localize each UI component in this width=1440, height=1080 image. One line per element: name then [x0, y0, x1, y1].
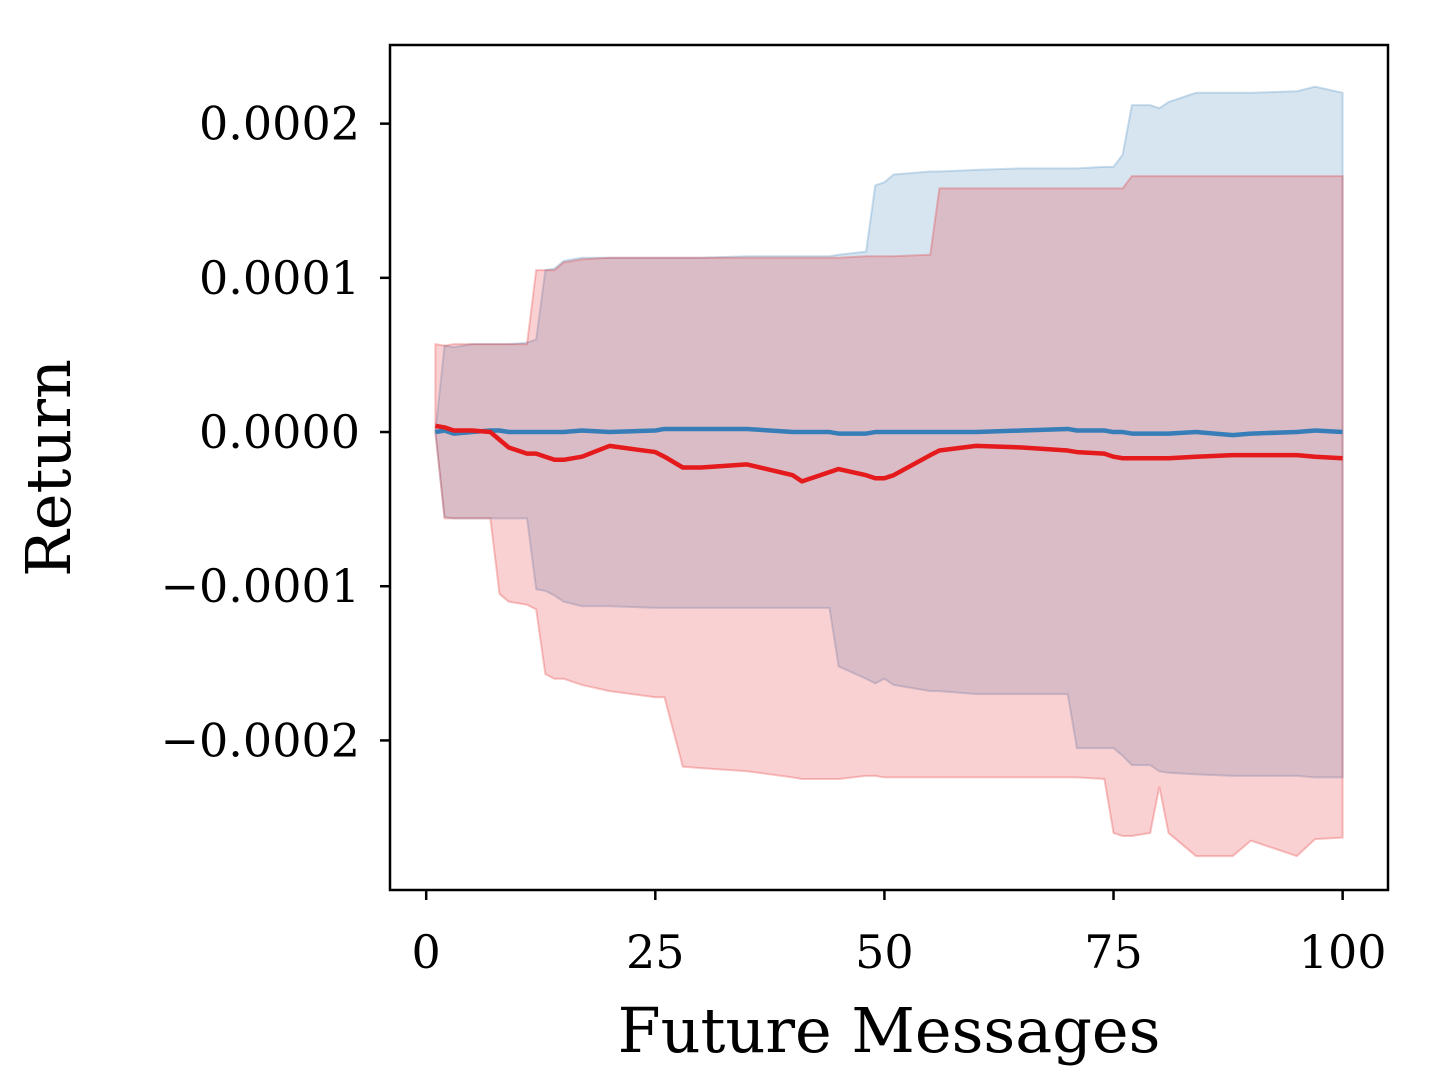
confidence-band — [434, 175, 1344, 858]
plot-frame — [388, 43, 1390, 892]
x-tick-label: 50 — [855, 925, 914, 979]
y-tick-label: −0.0001 — [161, 559, 361, 613]
y-tick-label: 0.0000 — [199, 405, 360, 459]
y-tick-label: 0.0001 — [199, 251, 360, 305]
x-axis-label: Future Messages — [618, 994, 1161, 1067]
x-tick-label: 75 — [1084, 925, 1143, 979]
x-tick-label: 25 — [626, 925, 685, 979]
y-axis-label: Return — [12, 359, 85, 577]
y-tick-label: 0.0002 — [199, 97, 360, 151]
line — [434, 426, 1343, 438]
x-tick-label: 100 — [1299, 925, 1387, 979]
x-tick-label: 0 — [412, 925, 441, 979]
line — [434, 423, 1343, 484]
y-tick-label: −0.0002 — [161, 713, 361, 767]
